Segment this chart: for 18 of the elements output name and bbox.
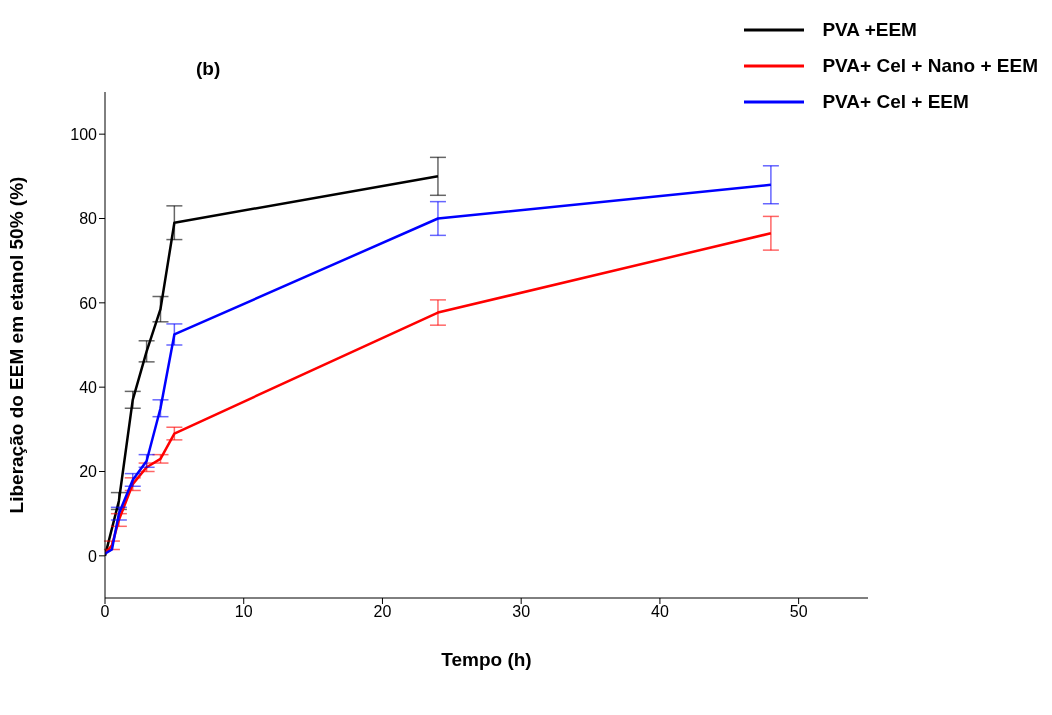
y-tick-label: 100 [70, 125, 98, 143]
x-tick-label: 30 [512, 603, 531, 621]
y-tick-label: 60 [79, 294, 98, 312]
x-tick-label: 40 [651, 603, 669, 621]
legend-label: PVA+ Cel + EEM [822, 91, 969, 113]
y-tick-label: 20 [79, 463, 98, 481]
legend-label: PVA+ Cel + Nano + EEM [822, 55, 1038, 77]
x-tick-label: 50 [789, 603, 808, 621]
x-tick-label: 20 [373, 603, 392, 621]
y-tick-label: 40 [79, 378, 98, 396]
y-axis-title: Liberação do EEM em etanol 50% (%) [5, 176, 27, 514]
x-tick-label: 10 [234, 603, 253, 621]
chart-title: (b) [196, 58, 221, 80]
legend-label: PVA +EEM [822, 19, 917, 41]
x-tick-label: 0 [100, 603, 110, 621]
y-tick-label: 80 [79, 210, 98, 228]
y-tick-label: 0 [88, 547, 98, 565]
x-axis-title: Tempo (h) [441, 649, 532, 670]
